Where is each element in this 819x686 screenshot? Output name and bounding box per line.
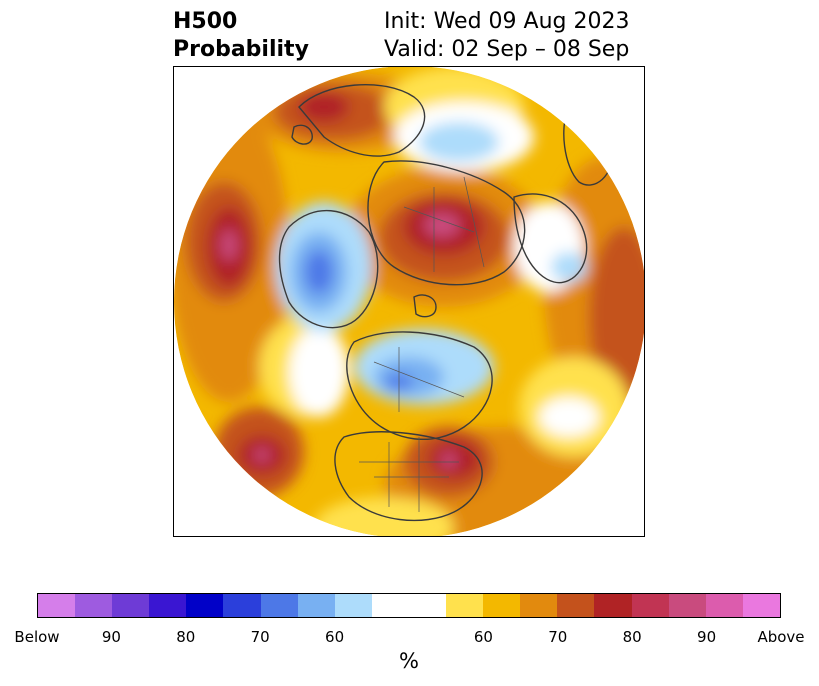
colorbar-segment-1 <box>75 594 113 617</box>
colorbar-segment-5 <box>223 594 261 617</box>
colorbar-segment-10 <box>408 594 447 617</box>
colorbar-tick-label: 90 <box>697 628 717 646</box>
colorbar-segment-18 <box>705 594 743 617</box>
valid-range-label: Valid: 02 Sep – 08 Sep <box>384 37 630 62</box>
colorbar-tick-label: 70 <box>250 628 270 646</box>
colorbar-segment-7 <box>297 594 335 617</box>
colorbar-tick-label: 70 <box>548 628 568 646</box>
variable-label: H500 <box>173 9 238 34</box>
colorbar-segment-8 <box>334 594 372 617</box>
product-label: Probability <box>173 37 309 62</box>
above-pink-southwest <box>254 448 270 462</box>
colorbar-segment-6 <box>260 594 298 617</box>
colorbar-tick-label: 60 <box>325 628 345 646</box>
colorbar-segment-19 <box>742 594 780 617</box>
colorbar-tick-label: 80 <box>622 628 642 646</box>
plot-title-left: H500 Probability <box>173 8 309 64</box>
political-borders <box>359 176 485 512</box>
colorbar-segment-15 <box>594 594 632 617</box>
neutral-white-center <box>289 327 349 417</box>
colorbar-segment-12 <box>483 594 521 617</box>
colorbar-segment-2 <box>112 594 150 617</box>
colorbar-tick-label: 60 <box>473 628 493 646</box>
above-pink-center <box>424 213 460 237</box>
colorbar-tick-label: 80 <box>176 628 196 646</box>
below-darkblue-west <box>305 250 333 294</box>
colorbar-tick-label: 90 <box>101 628 121 646</box>
colorbar-tick-label: Below <box>14 628 60 646</box>
colorbar-segment-14 <box>557 594 595 617</box>
colorbar-segment-4 <box>186 594 224 617</box>
colorbar-segment-0 <box>38 594 76 617</box>
above-pink-west <box>221 229 237 261</box>
colorbar-segment-13 <box>520 594 558 617</box>
below-lightblue-east <box>551 252 587 282</box>
colorbar-segment-16 <box>631 594 669 617</box>
above-red-north <box>299 92 349 122</box>
polar-map <box>173 66 645 537</box>
below-lightblue-north <box>419 122 499 162</box>
colorbar <box>37 593 781 618</box>
polar-probability-map <box>174 67 644 536</box>
colorbar-tick-label: Above <box>757 628 805 646</box>
neutral-white-east <box>539 397 599 437</box>
colorbar-unit-label: % <box>399 649 419 673</box>
init-date-label: Init: Wed 09 Aug 2023 <box>384 9 630 34</box>
above-pink-usa <box>441 452 457 468</box>
colorbar-segment-11 <box>446 594 484 617</box>
plot-title-right: Init: Wed 09 Aug 2023 Valid: 02 Sep – 08… <box>384 8 629 64</box>
colorbar-segment-3 <box>149 594 187 617</box>
colorbar-segment-17 <box>668 594 706 617</box>
colorbar-segment-9 <box>371 594 409 617</box>
